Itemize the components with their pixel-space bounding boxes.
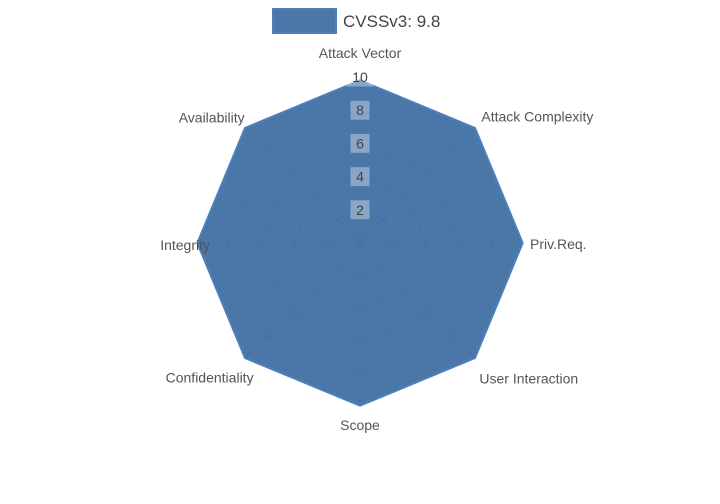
category-labels: Attack Vector Attack Complexity Priv.Req. U… [160, 45, 593, 433]
legend-swatch[interactable] [272, 8, 337, 34]
legend-label[interactable]: CVSSv3: 9.8 [343, 12, 440, 31]
category-label-integrity: Integrity [160, 237, 210, 253]
radar-polygon [196, 79, 524, 407]
category-label-priv-req: Priv.Req. [530, 236, 587, 252]
radial-tick-labels: 2 4 6 8 10 [346, 67, 374, 220]
radial-tick-box [346, 67, 374, 87]
radial-tick-label: 4 [356, 169, 364, 185]
radial-tick-label: 2 [356, 202, 364, 218]
category-label-confidentiality: Confidentiality [166, 369, 254, 385]
radial-tick-label: 8 [356, 102, 364, 118]
category-label-user-interaction: User Interaction [479, 370, 578, 386]
radial-tick-box [350, 200, 370, 220]
category-label-availability: Availability [179, 110, 245, 126]
category-label-attack-complexity: Attack Complexity [481, 109, 593, 125]
category-label-attack-vector: Attack Vector [319, 45, 402, 61]
radar-series [196, 79, 524, 407]
category-label-scope: Scope [340, 417, 380, 433]
legend[interactable]: CVSSv3: 9.8 [272, 8, 440, 34]
radial-tick-box [350, 133, 370, 153]
radial-tick-box [350, 167, 370, 187]
radial-tick-box [350, 100, 370, 120]
radial-tick-label: 6 [356, 135, 364, 151]
radial-tick-label: 10 [352, 69, 368, 85]
